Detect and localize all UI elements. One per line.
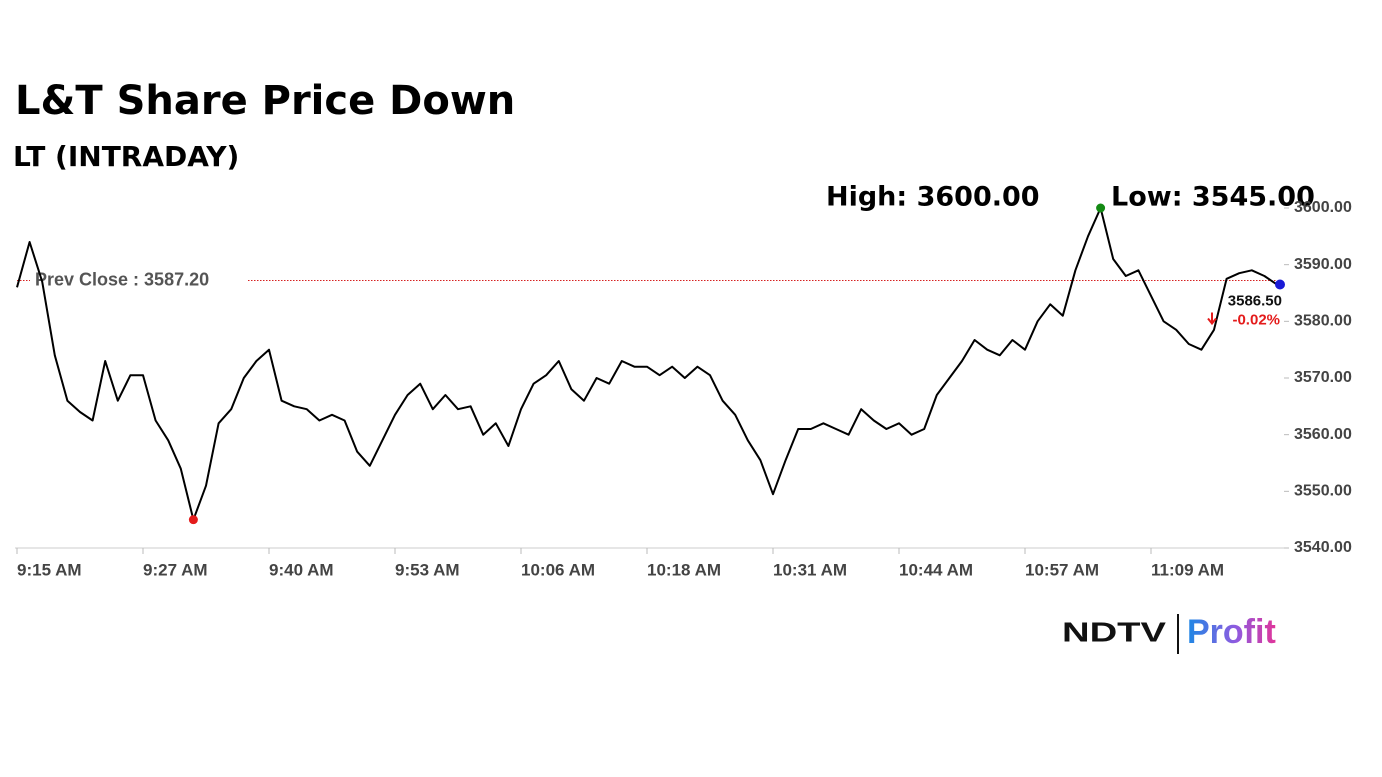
x-tick-label: 10:06 AM	[521, 560, 595, 579]
plot-area: 3540.00 3550.00 3560.00 3570.00 3580.00 3590.…	[15, 199, 1352, 579]
chart-title: L&T Share Price Down	[15, 78, 515, 124]
prev-close-label: Prev Close : 3587.20	[35, 269, 209, 289]
x-tick-label: 10:57 AM	[1025, 560, 1099, 579]
x-tick-label: 10:44 AM	[899, 560, 973, 579]
x-tick-label: 9:15 AM	[17, 560, 82, 579]
low-label: Low: 3545.00	[1111, 182, 1315, 213]
y-tick-label: 3590.00	[1294, 256, 1352, 273]
x-tick-label: 10:18 AM	[647, 560, 721, 579]
logo-profit: Profit	[1187, 613, 1276, 651]
y-tick-label: 3540.00	[1294, 539, 1352, 556]
prev-close-bg	[30, 267, 248, 294]
x-tick-label: 9:40 AM	[269, 560, 334, 579]
low-marker	[188, 515, 198, 525]
change-label: -0.02%	[1232, 311, 1280, 328]
x-tick-label: 9:27 AM	[143, 560, 208, 579]
x-tick-label: 9:53 AM	[395, 560, 460, 579]
chart-subtitle: LT (INTRADAY)	[13, 140, 239, 173]
y-tick-label: 3580.00	[1294, 313, 1352, 330]
high-marker	[1096, 203, 1106, 213]
high-label: High: 3600.00	[826, 182, 1040, 213]
x-tick-label: 10:31 AM	[773, 560, 847, 579]
change-arrow	[1207, 312, 1217, 326]
y-tick-label: 3600.00	[1294, 199, 1352, 216]
logo: NDTV Profit	[1062, 613, 1276, 654]
y-tick-label: 3550.00	[1294, 483, 1352, 500]
last-price-label: 3586.50	[1228, 292, 1282, 309]
price-line	[16, 207, 1278, 521]
y-tick-label: 3570.00	[1294, 369, 1352, 386]
x-tick-label: 11:09 AM	[1151, 560, 1224, 579]
last-marker	[1275, 279, 1285, 290]
logo-ndtv: NDTV	[1062, 616, 1166, 647]
y-tick-label: 3560.00	[1294, 426, 1352, 443]
